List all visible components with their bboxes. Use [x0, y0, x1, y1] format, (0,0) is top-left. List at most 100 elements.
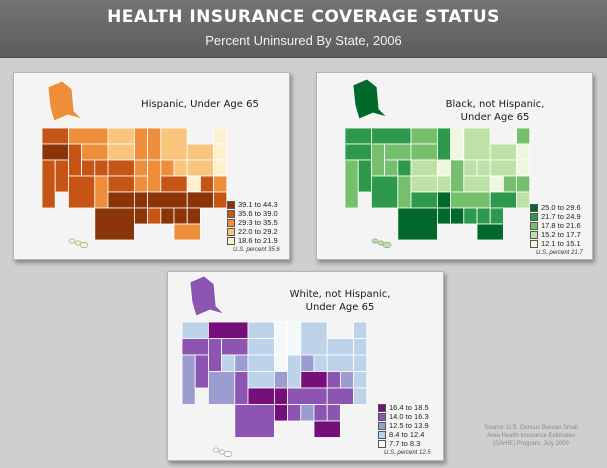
us-percent-hispanic: U.S. percent 35.6 — [233, 247, 280, 253]
state-fl-hispanic — [173, 223, 201, 241]
state-sc-white — [326, 404, 341, 422]
state-ne-black — [410, 159, 438, 177]
state-tx-white — [234, 404, 275, 438]
legend-row-white-2: 14.0 to 16.3 — [378, 412, 431, 421]
state-nd-black — [410, 127, 438, 145]
state-wa-white — [181, 321, 209, 339]
state-nm-black — [397, 175, 412, 209]
state-mi-white — [300, 321, 328, 356]
panel-white-title: White, not Hispanic, Under Age 65 — [289, 289, 391, 313]
legend-row-black-1: 25.0 to 29.6 — [530, 203, 583, 212]
legend-row-white-3: 12.5 to 13.9 — [378, 421, 431, 430]
state-nh-white — [353, 354, 368, 372]
state-nc-white — [326, 387, 354, 405]
state-co-white — [234, 354, 249, 372]
state-tn-hispanic — [147, 191, 188, 209]
state-ks-black — [410, 175, 438, 193]
state-va-white — [339, 371, 354, 389]
legend-label: 15.2 to 17.7 — [541, 230, 581, 239]
legend-row-white-5: 7.7 to 8.3 — [378, 439, 431, 448]
state-mn-black — [437, 127, 452, 161]
state-ny-white — [326, 338, 354, 356]
source-note: Source: U.S. Census Bureau Small Area He… — [484, 425, 578, 447]
state-nm-white — [234, 371, 249, 405]
legend-swatch — [378, 413, 386, 421]
state-fl-white — [313, 420, 341, 438]
state-hi-island-1-white — [212, 447, 220, 453]
state-mi-hispanic — [160, 127, 188, 161]
state-ny-black — [489, 143, 517, 161]
state-nj-white — [353, 371, 368, 389]
us-map-white — [181, 275, 368, 457]
legend-label: 12.1 to 15.1 — [541, 239, 581, 248]
state-ky-black — [463, 175, 491, 193]
state-al-black — [463, 207, 478, 225]
state-az-white — [208, 371, 236, 405]
legend-label: 22.0 to 29.2 — [238, 227, 278, 236]
legend-row-hispanic-3: 29.3 to 35.5 — [227, 218, 280, 227]
state-ne-hispanic — [107, 159, 135, 177]
state-sd-white — [247, 338, 275, 356]
legend-swatch — [378, 404, 386, 412]
state-wy-hispanic — [81, 143, 109, 161]
state-sd-black — [410, 143, 438, 161]
legend-label: 16.4 to 18.5 — [389, 403, 429, 412]
state-wv-hispanic — [186, 175, 201, 193]
state-wy-black — [384, 143, 412, 161]
state-ms-black — [450, 207, 465, 225]
legend-swatch — [227, 210, 235, 218]
state-ar-hispanic — [134, 191, 149, 209]
state-sc-hispanic — [186, 207, 201, 225]
state-md-white — [353, 387, 368, 405]
state-nm-hispanic — [94, 175, 109, 209]
state-mn-hispanic — [134, 127, 149, 161]
legend-swatch — [530, 240, 538, 248]
state-tx-black — [397, 207, 438, 241]
state-or-hispanic — [41, 143, 69, 161]
state-ky-white — [300, 371, 328, 389]
state-me-white — [353, 321, 368, 339]
state-co-black — [397, 159, 412, 177]
state-mt-black — [371, 127, 412, 145]
page-subtitle: Percent Uninsured By State, 2006 — [205, 33, 402, 48]
state-al-hispanic — [160, 207, 175, 225]
state-hi-island-1-black — [371, 238, 379, 244]
state-mn-white — [274, 321, 289, 356]
legend-white: 16.4 to 18.5 14.0 to 16.3 12.5 to 13.9 8.4 … — [378, 403, 431, 456]
state-nd-hispanic — [107, 127, 135, 145]
legend-row-black-5: 12.1 to 15.1 — [530, 239, 583, 248]
state-il-black — [450, 159, 465, 193]
legend-row-black-4: 15.2 to 17.7 — [530, 230, 583, 239]
state-oh-white — [313, 354, 328, 372]
state-nj-black — [516, 175, 531, 193]
state-ia-white — [274, 354, 289, 372]
state-or-white — [181, 338, 209, 356]
state-az-black — [371, 175, 399, 209]
state-ca-black — [344, 159, 359, 209]
legend-swatch — [530, 213, 538, 221]
state-ak-white — [189, 275, 226, 317]
state-ga-white — [313, 404, 328, 422]
state-ok-hispanic — [107, 191, 135, 209]
state-ca-white — [181, 354, 196, 405]
state-wa-hispanic — [41, 127, 69, 145]
state-ga-hispanic — [173, 207, 188, 225]
legend-swatch — [378, 422, 386, 430]
legend-label: 35.6 to 39.0 — [238, 209, 278, 218]
state-va-hispanic — [199, 175, 214, 193]
state-mi-black — [463, 127, 491, 161]
us-percent-white: U.S. percent 12.5 — [384, 450, 431, 456]
panel-white: White, not Hispanic, Under Age 65 16.4 t… — [167, 271, 444, 461]
state-md-black — [516, 191, 531, 209]
state-pa-white — [326, 354, 354, 372]
state-vt-black — [516, 143, 531, 161]
state-la-hispanic — [134, 207, 149, 225]
legend-label: 25.0 to 29.6 — [541, 203, 581, 212]
legend-row-black-3: 17.8 to 21.6 — [530, 221, 583, 230]
legend-row-white-1: 16.4 to 18.5 — [378, 403, 431, 412]
us-percent-black: U.S. percent 21.7 — [536, 250, 583, 256]
state-in-hispanic — [160, 159, 175, 177]
state-ut-white — [221, 354, 236, 372]
state-fl-black — [476, 223, 504, 241]
state-ks-white — [247, 371, 275, 389]
